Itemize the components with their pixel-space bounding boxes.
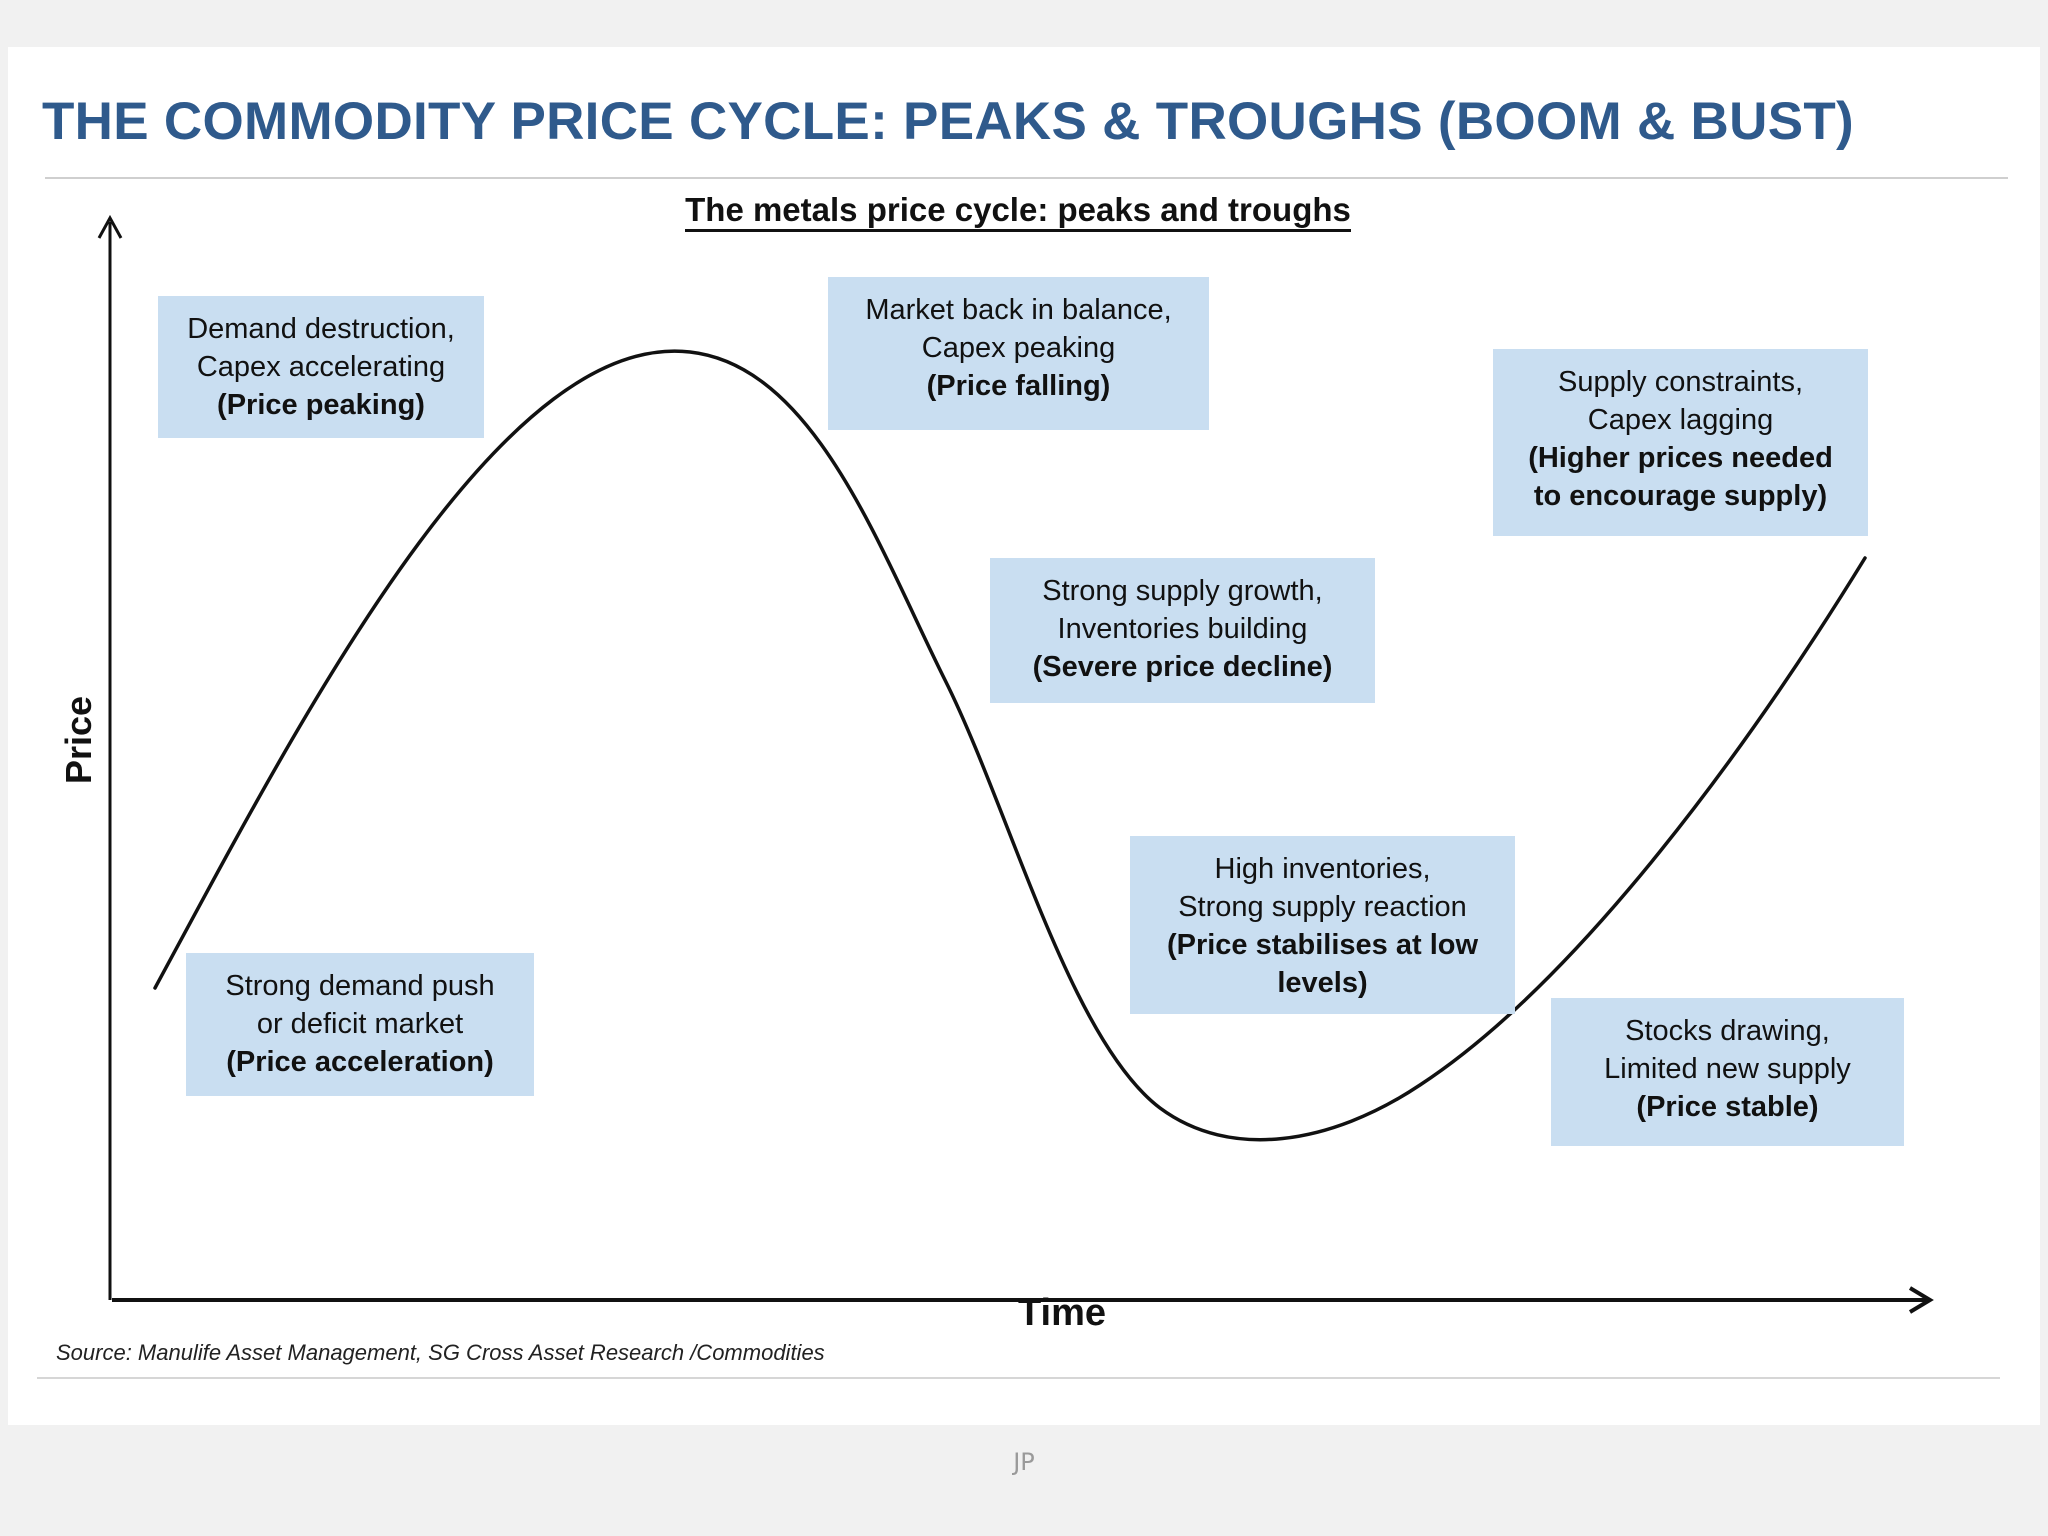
note-line: Stocks drawing, — [1625, 1015, 1830, 1047]
y-axis-arrow — [97, 214, 123, 239]
note-line: Capex peaking — [921, 332, 1116, 364]
note-stocks-drawing: Stocks drawing, Limited new supply (Pric… — [1551, 998, 1904, 1146]
note-line: or deficit market — [256, 1008, 464, 1040]
note-line-emphasis: (Severe price decline) — [1032, 651, 1333, 683]
note-line-emphasis: levels) — [1277, 967, 1368, 999]
note-line: Strong supply growth, — [1042, 575, 1323, 607]
slide: THE COMMODITY PRICE CYCLE: PEAKS & TROUG… — [8, 47, 2040, 1425]
bottom-divider — [37, 1377, 2000, 1379]
note-line-emphasis: (Higher prices needed — [1528, 442, 1833, 474]
note-line-emphasis: (Price falling) — [926, 370, 1111, 402]
note-line-emphasis: (Price acceleration) — [226, 1046, 494, 1078]
page-title: THE COMMODITY PRICE CYCLE: PEAKS & TROUG… — [42, 92, 1854, 151]
note-line: Strong supply reaction — [1178, 891, 1467, 923]
note-demand-destruction: Demand destruction, Capex accelerating (… — [158, 296, 484, 438]
note-line-emphasis: (Price stabilises at low — [1166, 929, 1479, 961]
note-line-emphasis: (Price stable) — [1636, 1091, 1819, 1123]
note-line: Strong demand push — [225, 970, 495, 1002]
footer-initials: JP — [1013, 1448, 1035, 1476]
note-line: Demand destruction, — [187, 313, 455, 345]
note-line: Limited new supply — [1604, 1053, 1851, 1085]
note-line: Inventories building — [1057, 613, 1308, 645]
note-line: High inventories, — [1214, 853, 1431, 885]
note-line: Capex lagging — [1587, 404, 1774, 436]
note-line: Market back in balance, — [865, 294, 1172, 326]
diagram-subtitle-text: The metals price cycle: peaks and trough… — [685, 191, 1351, 232]
note-high-inventories: High inventories, Strong supply reaction… — [1130, 836, 1515, 1014]
note-supply-constraints: Supply constraints, Capex lagging (Highe… — [1493, 349, 1868, 536]
note-line: Capex accelerating — [196, 351, 446, 383]
price-cycle-curve — [153, 349, 1867, 1142]
title-divider — [45, 177, 2008, 179]
diagram-subtitle: The metals price cycle: peaks and trough… — [8, 191, 2040, 232]
note-strong-demand: Strong demand push or deficit market (Pr… — [186, 953, 534, 1096]
note-line-emphasis: (Price peaking) — [217, 389, 425, 421]
note-market-balance: Market back in balance, Capex peaking (P… — [828, 277, 1209, 430]
source-note: Source: Manulife Asset Management, SG Cr… — [56, 1340, 825, 1365]
note-line-emphasis: to encourage supply) — [1533, 480, 1828, 512]
note-line: Supply constraints, — [1557, 366, 1803, 398]
note-strong-supply: Strong supply growth, Inventories buildi… — [990, 558, 1375, 703]
x-axis-arrow — [1908, 1286, 1934, 1314]
x-axis-label: Time — [1017, 1292, 1107, 1334]
y-axis-label: Price — [58, 695, 99, 785]
